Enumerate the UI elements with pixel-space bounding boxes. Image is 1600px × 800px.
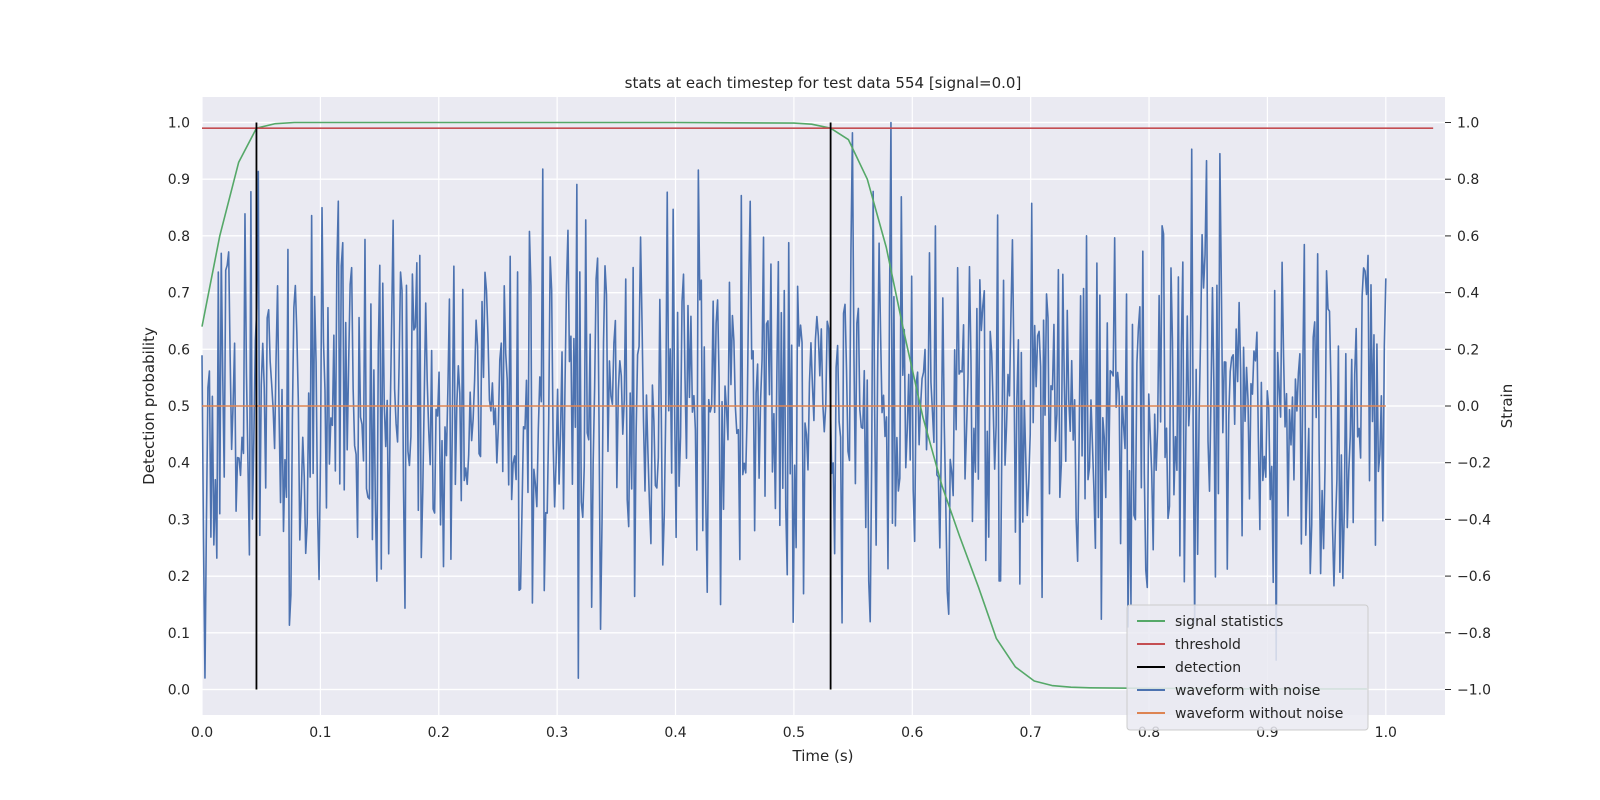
left-y-tick-label: 0.4 [168, 456, 190, 472]
x-tick-label: 0.4 [664, 725, 686, 741]
legend-entry: waveform with noise [1175, 683, 1320, 699]
right-y-tick-label: −0.4 [1457, 512, 1491, 528]
left-y-tick-label: 0.7 [168, 286, 190, 302]
x-tick-label: 0.5 [783, 725, 805, 741]
right-y-tick-label: 0.8 [1457, 172, 1479, 188]
x-tick-label: 0.6 [901, 725, 923, 741]
x-tick-label: 0.2 [428, 725, 450, 741]
right-y-tick-label: 0.4 [1457, 286, 1479, 302]
series-layer [201, 121, 1434, 690]
series-signal-statistics [201, 121, 1367, 690]
legend-entry: waveform without noise [1175, 706, 1343, 722]
right-y-tick-label: −0.8 [1457, 626, 1491, 642]
right-y-tick-label: −0.2 [1457, 456, 1491, 472]
left-y-axis-ticks: 0.0 0.1 0.2 0.3 0.4 0.5 0.6 0.7 0.8 0.9 1.0 [168, 116, 190, 699]
x-tick-label: 0.3 [546, 725, 568, 741]
left-y-tick-label: 0.3 [168, 512, 190, 528]
right-y-tick-label: 0.0 [1457, 399, 1479, 415]
legend-entry: signal statistics [1175, 614, 1283, 630]
series-waveform-with-noise [201, 121, 1387, 679]
x-tick-label: 0.0 [191, 725, 213, 741]
x-tick-label: 0.7 [1020, 725, 1042, 741]
legend: signal statistics threshold detection wavef… [1126, 604, 1369, 731]
x-tick-label: 1.0 [1375, 725, 1397, 741]
legend-entry: threshold [1175, 637, 1241, 653]
legend-box [1126, 604, 1369, 731]
left-y-tick-label: 1.0 [168, 116, 190, 132]
left-y-tick-label: 0.5 [168, 399, 190, 415]
x-tick-label: 0.1 [309, 725, 331, 741]
left-y-tick-label: 0.2 [168, 569, 190, 585]
legend-entry: detection [1175, 660, 1241, 676]
right-y-tick-label: −1.0 [1457, 682, 1491, 698]
left-y-tick-label: 0.1 [168, 626, 190, 642]
right-y-tick-label: 1.0 [1457, 116, 1479, 132]
right-y-axis-ticks: −1.0 −0.8 −0.6 −0.4 −0.2 0.0 0.2 0.4 0.6 0.8 1.0 [1445, 116, 1491, 698]
chart-title: stats at each timestep for test data 554… [625, 74, 1022, 92]
right-y-tick-label: 0.6 [1457, 229, 1479, 245]
right-y-axis-label: Strain [1498, 384, 1516, 428]
right-y-tick-label: 0.2 [1457, 342, 1479, 358]
left-y-tick-label: 0.9 [168, 172, 190, 188]
x-axis-label: Time (s) [792, 747, 854, 765]
right-y-tick-label: −0.6 [1457, 569, 1491, 585]
left-y-tick-label: 0.6 [168, 342, 190, 358]
left-y-axis-label: Detection probability [140, 327, 158, 485]
left-y-tick-label: 0.0 [168, 682, 190, 698]
left-y-tick-label: 0.8 [168, 229, 190, 245]
